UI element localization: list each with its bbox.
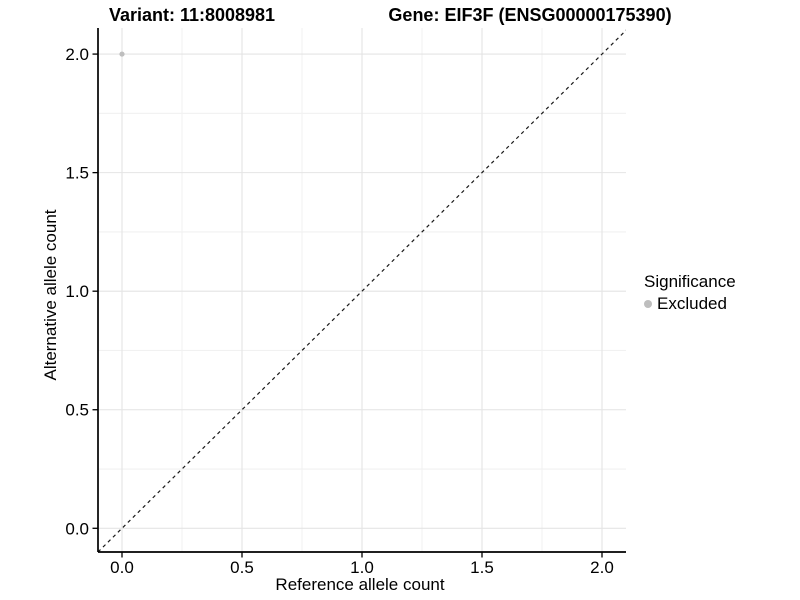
x-tick-label: 1.0 xyxy=(350,558,374,577)
y-tick-label: 1.0 xyxy=(65,282,89,301)
x-axis-label: Reference allele count xyxy=(275,575,445,594)
y-tick-label: 2.0 xyxy=(65,45,89,64)
y-tick-label: 0.0 xyxy=(65,519,89,538)
chart-title-gene: Gene: EIF3F (ENSG00000175390) xyxy=(388,5,672,25)
x-tick-label: 2.0 xyxy=(590,558,614,577)
identity-reference-line xyxy=(98,29,626,552)
y-tick-label: 1.5 xyxy=(65,164,89,183)
x-tick-label: 0.0 xyxy=(110,558,134,577)
legend-item-label: Excluded xyxy=(657,294,727,313)
y-tick-label: 0.5 xyxy=(65,401,89,420)
x-tick-label: 1.5 xyxy=(470,558,494,577)
excluded-marker-icon xyxy=(644,300,652,308)
data-point xyxy=(119,51,125,57)
chart-title-variant: Variant: 11:8008981 xyxy=(108,5,276,25)
legend-item-excluded: Excluded xyxy=(644,294,736,314)
y-axis-label: Alternative allele count xyxy=(41,209,60,381)
legend: Significance Excluded xyxy=(644,272,736,314)
legend-title: Significance xyxy=(644,272,736,291)
x-tick-label: 0.5 xyxy=(230,558,254,577)
